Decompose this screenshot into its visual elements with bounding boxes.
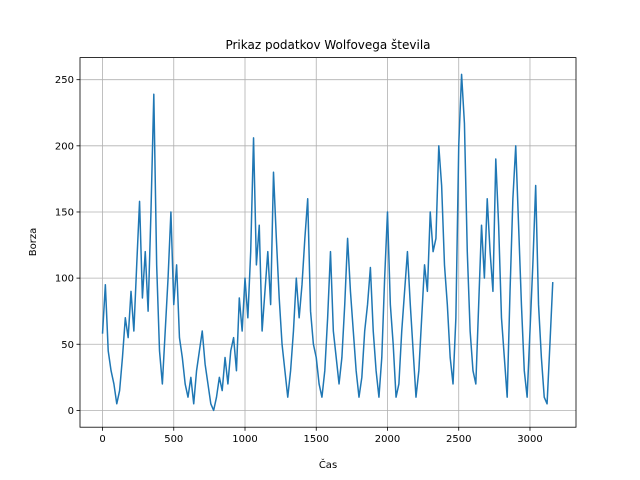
y-axis-label: Borza (28, 228, 39, 256)
y-tick-label: 0 (68, 406, 74, 417)
x-tick-label: 500 (164, 434, 183, 445)
x-tick-label: 1000 (232, 434, 257, 445)
y-tick-label: 150 (55, 207, 74, 218)
axes-frame (79, 57, 577, 428)
x-tick-label: 1500 (304, 434, 329, 445)
x-tick-label: 2000 (375, 434, 400, 445)
x-tick-label: 2500 (446, 434, 471, 445)
y-tick-label: 250 (55, 75, 74, 86)
y-tick-label: 200 (55, 141, 74, 152)
x-axis-label: Čas (319, 458, 337, 471)
y-tick-label: 50 (61, 340, 74, 351)
ticks: 0 500 1000 1500 2000 2500 3000 0 50 100 150 200 250 (55, 75, 543, 445)
chart-title: Prikaz podatkov Wolfovega števila (225, 38, 430, 52)
plot-area (101, 73, 554, 412)
data-line (101, 73, 554, 412)
x-tick-label: 3000 (517, 434, 542, 445)
y-tick-label: 100 (55, 274, 74, 285)
x-tick-label: 0 (99, 434, 105, 445)
